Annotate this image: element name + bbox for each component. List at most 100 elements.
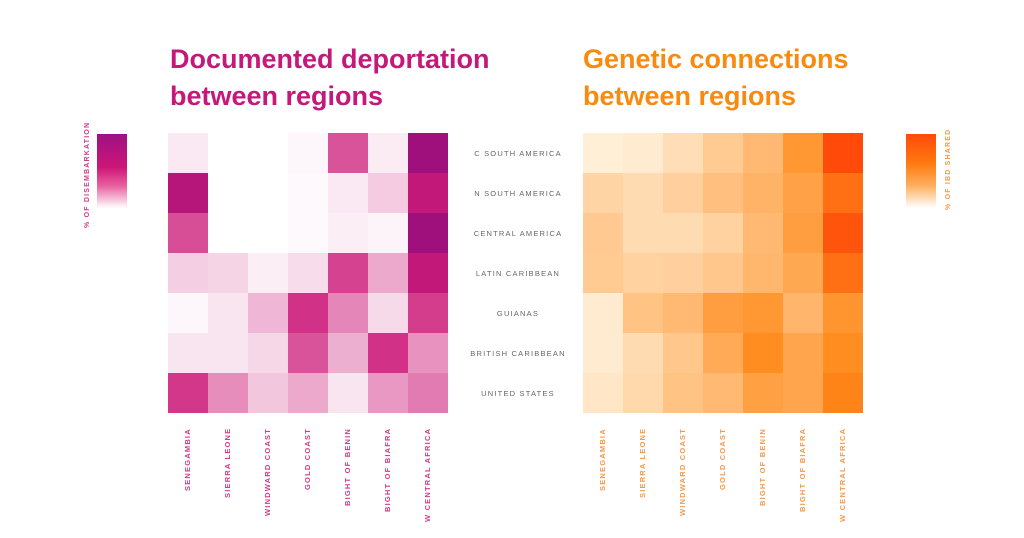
heatmap-cell bbox=[248, 373, 288, 413]
title-line-2: between regions bbox=[583, 81, 797, 111]
heatmap-cell bbox=[663, 293, 703, 333]
heatmap-cell bbox=[583, 253, 623, 293]
row-label: UNITED STATES bbox=[481, 389, 555, 398]
row-label: N SOUTH AMERICA bbox=[474, 189, 562, 198]
legend-gradient-ibd bbox=[906, 134, 936, 208]
heatmap-cell bbox=[208, 133, 248, 173]
heatmap-cell bbox=[663, 173, 703, 213]
heatmap-cell bbox=[408, 333, 448, 373]
heatmap-cell bbox=[743, 213, 783, 253]
heatmap-cell bbox=[703, 253, 743, 293]
heatmap-cell bbox=[368, 333, 408, 373]
heatmap-cell bbox=[368, 293, 408, 333]
heatmap-cell bbox=[823, 333, 863, 373]
heatmap-cell bbox=[408, 133, 448, 173]
heatmap-cell bbox=[288, 213, 328, 253]
heatmap-cell bbox=[663, 253, 703, 293]
heatmap-cell bbox=[783, 333, 823, 373]
heatmap-cell bbox=[328, 373, 368, 413]
heatmap-cell bbox=[248, 173, 288, 213]
heatmap-cell bbox=[783, 133, 823, 173]
heatmap-cell bbox=[623, 333, 663, 373]
row-label: LATIN CARIBBEAN bbox=[475, 269, 561, 278]
heatmap-cell bbox=[743, 373, 783, 413]
column-label: W CENTRAL AFRICA bbox=[423, 428, 432, 523]
column-label: SIERRA LEONE bbox=[638, 428, 647, 499]
heatmap-cell bbox=[368, 173, 408, 213]
heatmap-cell bbox=[623, 133, 663, 173]
column-label: BIGHT OF BIAFRA bbox=[798, 428, 807, 513]
heatmap-cell bbox=[208, 253, 248, 293]
heatmap-cell bbox=[663, 213, 703, 253]
heatmap-cell bbox=[783, 373, 823, 413]
title-line-2: between regions bbox=[170, 81, 384, 111]
heatmap-cell bbox=[703, 333, 743, 373]
column-label: SENEGAMBIA bbox=[598, 428, 607, 491]
heatmap-cell bbox=[288, 253, 328, 293]
heatmap-cell bbox=[583, 133, 623, 173]
heatmap-cell bbox=[743, 173, 783, 213]
heatmap-cell bbox=[823, 293, 863, 333]
heatmap-cell bbox=[248, 213, 288, 253]
column-label: WINDWARD COAST bbox=[678, 428, 687, 517]
title-line-1: Documented deportation bbox=[170, 44, 490, 74]
title-line-1: Genetic connections bbox=[583, 44, 849, 74]
heatmap-cell bbox=[168, 373, 208, 413]
heatmap-cell bbox=[328, 133, 368, 173]
heatmap-cell bbox=[743, 253, 783, 293]
heatmap-cell bbox=[583, 293, 623, 333]
heatmap-deportation bbox=[168, 133, 448, 413]
heatmap-cell bbox=[368, 213, 408, 253]
chart-title-deportation: Documented deportation between regions bbox=[170, 41, 490, 115]
heatmap-cell bbox=[783, 213, 823, 253]
heatmap-cell bbox=[208, 173, 248, 213]
column-label: GOLD COAST bbox=[718, 428, 727, 490]
heatmap-cell bbox=[208, 333, 248, 373]
heatmap-cell bbox=[328, 253, 368, 293]
column-label: WINDWARD COAST bbox=[263, 428, 272, 517]
column-label: BIGHT OF BENIN bbox=[343, 428, 352, 507]
heatmap-cell bbox=[408, 173, 448, 213]
heatmap-cell bbox=[208, 213, 248, 253]
heatmap-cell bbox=[663, 333, 703, 373]
heatmap-cell bbox=[168, 133, 208, 173]
heatmap-cell bbox=[328, 333, 368, 373]
row-label: C SOUTH AMERICA bbox=[474, 149, 562, 158]
heatmap-cell bbox=[743, 333, 783, 373]
row-label: BRITISH CARIBBEAN bbox=[470, 349, 566, 358]
column-label: SENEGAMBIA bbox=[183, 428, 192, 491]
heatmap-cell bbox=[288, 133, 328, 173]
heatmap-cell bbox=[288, 173, 328, 213]
heatmap-cell bbox=[583, 213, 623, 253]
heatmap-cell bbox=[368, 253, 408, 293]
heatmap-cell bbox=[823, 133, 863, 173]
heatmap-cell bbox=[703, 213, 743, 253]
heatmap-genetic bbox=[583, 133, 863, 413]
heatmap-cell bbox=[408, 373, 448, 413]
heatmap-cell bbox=[248, 253, 288, 293]
heatmap-cell bbox=[288, 293, 328, 333]
heatmap-cell bbox=[208, 293, 248, 333]
heatmap-cell bbox=[288, 373, 328, 413]
heatmap-cell bbox=[408, 213, 448, 253]
heatmap-cell bbox=[583, 173, 623, 213]
heatmap-cell bbox=[623, 213, 663, 253]
heatmap-cell bbox=[248, 333, 288, 373]
heatmap-cell bbox=[208, 373, 248, 413]
heatmap-cell bbox=[168, 213, 208, 253]
legend-gradient-disembarkation bbox=[97, 134, 127, 208]
column-label: BIGHT OF BIAFRA bbox=[383, 428, 392, 513]
heatmap-cell bbox=[703, 373, 743, 413]
heatmap-cell bbox=[703, 133, 743, 173]
heatmap-cell bbox=[623, 373, 663, 413]
heatmap-cell bbox=[328, 293, 368, 333]
heatmap-cell bbox=[168, 173, 208, 213]
heatmap-cell bbox=[663, 133, 703, 173]
heatmap-cell bbox=[328, 173, 368, 213]
heatmap-cell bbox=[288, 333, 328, 373]
column-label: GOLD COAST bbox=[303, 428, 312, 490]
heatmap-cell bbox=[368, 373, 408, 413]
heatmap-cell bbox=[823, 253, 863, 293]
chart-title-genetic: Genetic connections between regions bbox=[583, 41, 849, 115]
